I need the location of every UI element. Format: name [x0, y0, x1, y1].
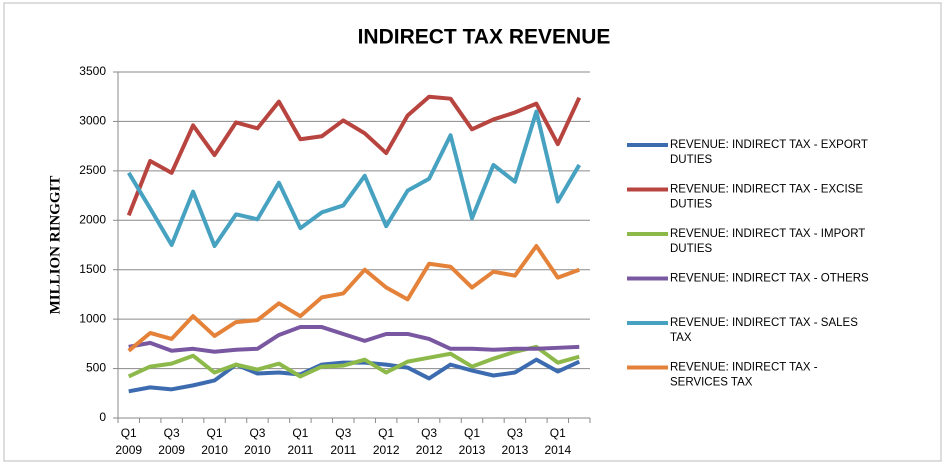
- chart-title: INDIRECT TAX REVENUE: [358, 26, 611, 49]
- y-tick-label: 1500: [79, 262, 106, 276]
- y-tick-label: 2500: [79, 163, 106, 177]
- series-line: [126, 94, 582, 217]
- legend-label: REVENUE: INDIRECT TAX - IMPORT DUTIES: [670, 228, 865, 255]
- y-tick-label: 2000: [79, 212, 106, 226]
- y-tick-label: 0: [99, 410, 106, 424]
- legend-label: REVENUE: INDIRECT TAX - EXCISE DUTIES: [670, 184, 863, 211]
- series-line: [128, 325, 580, 354]
- x-tick-label: Q1 2010: [201, 426, 228, 457]
- series-line: [127, 344, 580, 379]
- x-tick-label: Q3 2011: [330, 426, 356, 457]
- y-tick-label: 3000: [79, 114, 106, 128]
- legend-label: REVENUE: INDIRECT TAX - OTHERS: [670, 273, 869, 285]
- series-line: [127, 109, 581, 248]
- x-tick-label: Q3 2010: [244, 426, 271, 457]
- x-tick-label: Q3 2009: [158, 426, 185, 457]
- x-tick-label: Q1 2011: [287, 426, 313, 457]
- x-tick-label: Q1 2014: [544, 426, 571, 457]
- y-tick-label: 1000: [79, 311, 106, 325]
- y-tick-label: 3500: [79, 64, 106, 78]
- series-line: [127, 243, 580, 353]
- x-tick-label: Q1 2009: [115, 426, 142, 457]
- chart-border: [3, 2, 942, 462]
- y-axis-label: MILLION RINGGIT: [47, 176, 63, 315]
- x-tick-label: Q1 2013: [459, 426, 486, 457]
- x-tick-label: Q1 2012: [373, 426, 400, 457]
- x-tick-label: Q3 2013: [502, 426, 529, 457]
- x-tick-label: Q3 2012: [416, 426, 443, 457]
- legend-label: REVENUE: INDIRECT TAX -SERVICES TAX: [670, 362, 818, 389]
- y-tick-label: 500: [86, 361, 106, 375]
- legend-label: REVENUE: INDIRECT TAX - SALES TAX: [670, 317, 858, 344]
- legend-label: REVENUE: INDIRECT TAX - EXPORT DUTIES: [670, 139, 868, 166]
